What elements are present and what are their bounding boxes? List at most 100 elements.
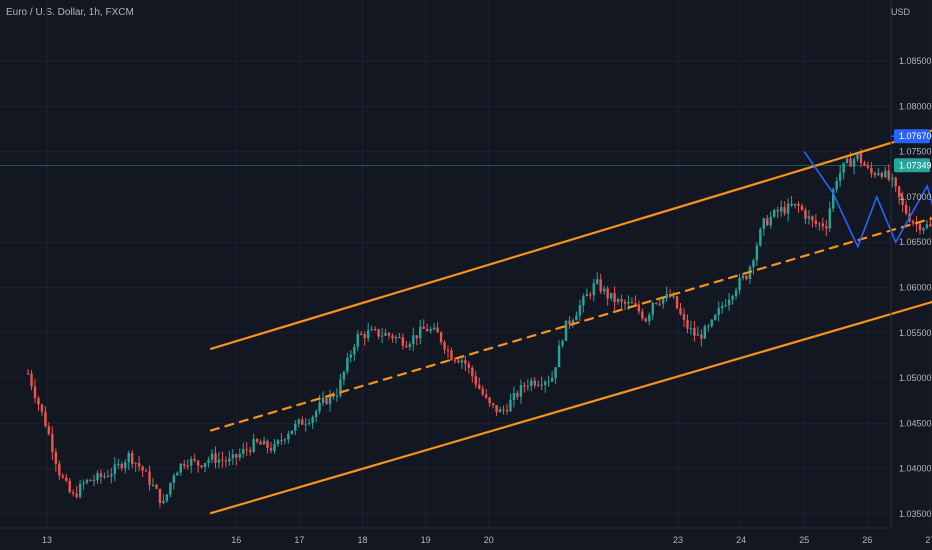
candle-body	[332, 394, 335, 397]
candle-body	[505, 410, 509, 412]
candle-body	[884, 170, 887, 177]
candle-body	[419, 326, 422, 339]
candle-body	[356, 334, 359, 347]
candle-body	[346, 357, 349, 372]
candle-body	[651, 302, 654, 315]
candle-body	[68, 480, 71, 493]
candle-body	[228, 458, 231, 462]
candle-body	[325, 397, 328, 404]
candle-body	[821, 223, 825, 227]
candle-body	[65, 477, 68, 481]
candle-body	[602, 288, 606, 292]
candle-body	[137, 462, 141, 467]
candle-body	[443, 342, 446, 350]
candle-body	[44, 411, 47, 427]
candle-body	[203, 462, 207, 468]
candle-body	[148, 471, 151, 485]
candle-body	[217, 459, 221, 463]
candle-body	[793, 203, 797, 206]
candle-body	[561, 340, 564, 346]
candle-body	[800, 205, 804, 210]
candle-body	[262, 440, 266, 445]
time-tick-label: 27	[925, 535, 932, 545]
candle-body	[373, 329, 377, 331]
time-axis[interactable]: 13161718192023242526273031Jun	[0, 527, 932, 545]
candle-body	[71, 492, 75, 494]
candle-body	[644, 318, 648, 322]
candle-body	[811, 216, 814, 221]
candle-body	[891, 177, 894, 180]
candle-body	[627, 302, 630, 304]
candle-body	[547, 381, 550, 383]
candle-body	[287, 434, 290, 440]
time-tick-label: 25	[799, 535, 809, 545]
candle-body	[849, 158, 852, 167]
candle-body	[158, 488, 162, 503]
candle-body	[741, 275, 745, 279]
candle-body	[773, 209, 776, 217]
candle-body	[408, 344, 412, 348]
candle-body	[124, 462, 127, 469]
candle-body	[724, 305, 727, 307]
candle-body	[689, 328, 693, 330]
candle-body	[231, 454, 235, 459]
candle-body	[509, 399, 512, 412]
price-tick-label: 1.08000	[899, 101, 932, 111]
candle-body	[412, 335, 415, 345]
candle-body	[30, 373, 33, 387]
candle-body	[655, 302, 658, 304]
candle-body	[641, 311, 644, 319]
candle-body	[224, 460, 228, 462]
candle-body	[110, 474, 113, 477]
price-tick-label: 1.06000	[899, 283, 932, 293]
candle-body	[620, 299, 623, 302]
price-tick-label: 1.04000	[899, 464, 932, 474]
channel-lower	[209, 300, 932, 515]
candle-body	[481, 388, 484, 395]
channel-upper	[209, 129, 932, 350]
candle-body	[866, 165, 870, 168]
candle-body	[134, 462, 137, 464]
candle-body	[714, 314, 717, 320]
candle-body	[731, 296, 734, 300]
candle-body	[290, 430, 294, 435]
candle-body	[717, 308, 720, 315]
candle-body	[248, 450, 252, 452]
candle-body	[398, 336, 401, 338]
candle-body	[630, 302, 634, 304]
candle-body	[380, 335, 384, 337]
candle-body	[165, 494, 169, 501]
candle-body	[665, 294, 668, 299]
price-tick-label: 1.06500	[899, 237, 932, 247]
candle-body	[491, 403, 495, 406]
price-axis[interactable]: 1.08500 1.08000 1.07500 1.07000 1.06500 1.060…	[890, 0, 932, 528]
candle-body	[193, 458, 196, 461]
candlesticks	[26, 148, 932, 508]
candle-body	[745, 275, 748, 280]
candle-body	[54, 452, 58, 464]
candle-body	[172, 475, 176, 483]
candle-body	[818, 223, 821, 225]
candle-body	[384, 333, 387, 336]
candle-body	[405, 345, 408, 348]
candle-body	[425, 328, 429, 332]
candle-body	[599, 279, 602, 292]
candle-body	[387, 333, 391, 336]
chart-title: Euro / U.S. Dollar, 1h, FXCM	[6, 7, 134, 18]
projection-zigzag	[803, 151, 932, 249]
candle-body	[117, 463, 120, 465]
candle-body	[696, 334, 700, 336]
candle-body	[151, 484, 155, 486]
candle-body	[342, 371, 346, 380]
candle-body	[929, 224, 932, 227]
candle-body	[61, 475, 64, 478]
candle-body	[606, 288, 609, 299]
currency-label: USD	[890, 7, 910, 17]
candle-body	[557, 345, 561, 368]
candle-body	[37, 398, 40, 405]
candle-body	[377, 329, 380, 337]
candle-body	[432, 327, 436, 330]
candle-body	[550, 377, 554, 382]
candle-body	[901, 197, 904, 205]
